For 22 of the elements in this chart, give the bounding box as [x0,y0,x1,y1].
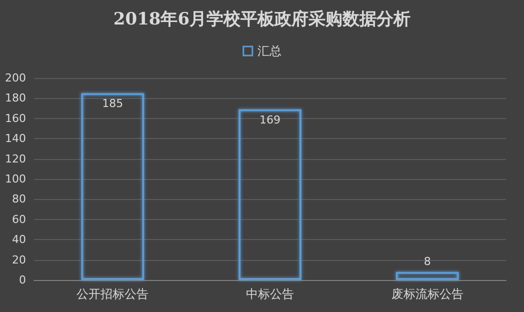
bar [81,93,144,280]
data-label: 169 [260,113,280,126]
y-tick-label: 160 [5,112,26,125]
bar [396,272,459,280]
legend-label: 汇总 [257,44,282,58]
y-tick-label: 120 [5,152,26,166]
data-label: 8 [424,254,431,268]
y-tick-label: 180 [5,92,26,105]
chart-title: 2018年6月学校平板政府采购数据分析 [113,10,411,30]
x-tick-label: 中标公告 [246,287,294,301]
y-tick-label: 60 [12,212,26,226]
y-tick-label: 140 [5,132,26,146]
y-tick-label: 100 [5,172,26,186]
y-tick-label: 20 [12,253,26,266]
data-label: 185 [102,97,124,110]
bar [238,109,302,280]
y-tick-label: 200 [5,72,26,84]
x-tick-label: 废标流标公告 [391,287,464,301]
y-tick-label: 0 [19,274,26,286]
y-tick-label: 40 [12,233,26,246]
x-tick-label: 公开招标公告 [76,287,149,301]
y-tick-label: 80 [12,192,26,206]
